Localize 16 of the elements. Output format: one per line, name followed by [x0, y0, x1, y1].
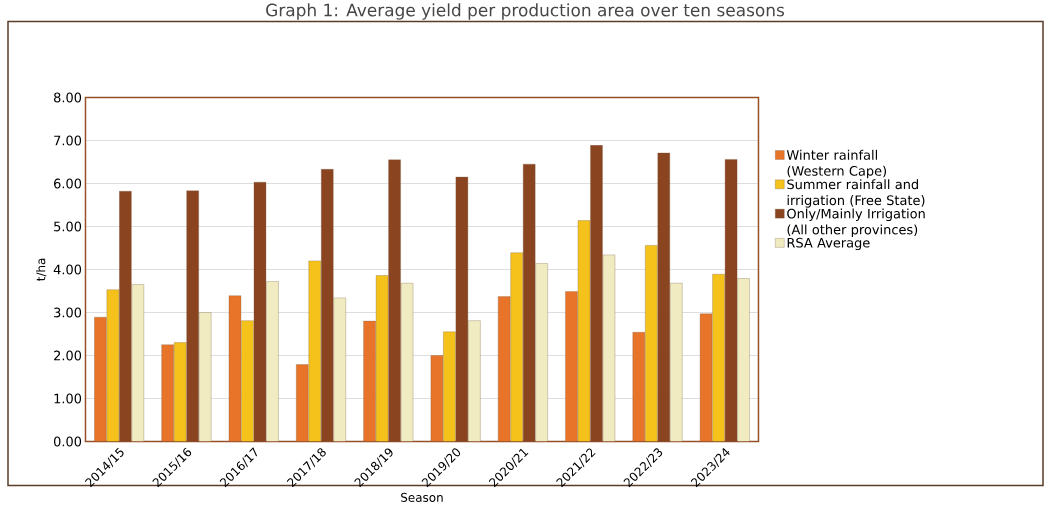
y-tick-label: 5.00 — [54, 221, 82, 232]
y-tick-label: 4.00 — [53, 264, 82, 275]
legend-label: RSA Average — [787, 237, 870, 250]
legend-label: Summer rainfall and irrigation (Free State) — [787, 179, 925, 208]
x-axis-title: Season — [401, 492, 443, 502]
y-tick-label: 7.00 — [54, 135, 82, 146]
y-tick-label: 0.00 — [53, 436, 82, 447]
y-tick-label: 8.00 — [53, 92, 82, 103]
y-tick-label: 3.00 — [54, 307, 82, 318]
y-tick-label: 6.00 — [54, 178, 82, 189]
y-axis-title: t/ha — [36, 258, 47, 281]
legend-label: Only/Mainly Irrigation (All other provinces) — [787, 208, 925, 237]
chart-title: Graph 1: Average yield per production area over ten seasons — [266, 3, 785, 20]
y-tick-label: 2.00 — [54, 350, 82, 361]
y-tick-label: 1.00 — [54, 393, 82, 404]
legend-label: Winter rainfall (Western Cape) — [786, 149, 887, 179]
